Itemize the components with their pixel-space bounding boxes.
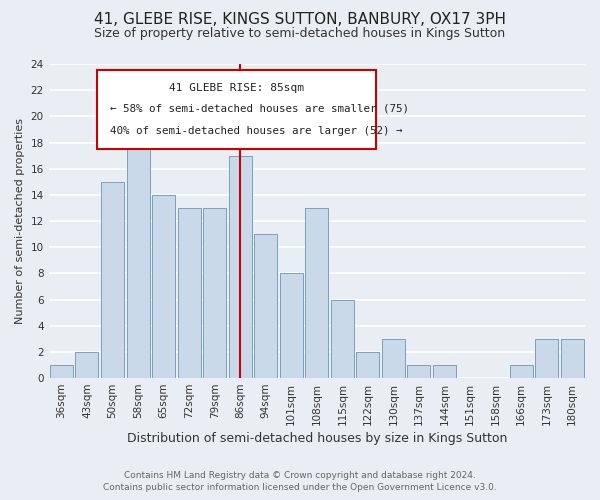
Bar — [50, 365, 73, 378]
Text: 41 GLEBE RISE: 85sqm: 41 GLEBE RISE: 85sqm — [169, 83, 304, 93]
Bar — [509, 365, 533, 378]
Bar — [280, 274, 303, 378]
Text: 40% of semi-detached houses are larger (52) →: 40% of semi-detached houses are larger (… — [110, 126, 403, 136]
Text: Size of property relative to semi-detached houses in Kings Sutton: Size of property relative to semi-detach… — [94, 28, 506, 40]
Bar — [356, 352, 379, 378]
Bar — [331, 300, 354, 378]
Bar — [535, 339, 558, 378]
Bar — [203, 208, 226, 378]
X-axis label: Distribution of semi-detached houses by size in Kings Sutton: Distribution of semi-detached houses by … — [127, 432, 507, 445]
Bar — [305, 208, 328, 378]
Text: ← 58% of semi-detached houses are smaller (75): ← 58% of semi-detached houses are smalle… — [110, 104, 409, 114]
Bar — [76, 352, 98, 378]
Bar — [382, 339, 405, 378]
Bar — [178, 208, 200, 378]
Bar — [152, 195, 175, 378]
Bar — [407, 365, 430, 378]
Y-axis label: Number of semi-detached properties: Number of semi-detached properties — [15, 118, 25, 324]
Bar — [101, 182, 124, 378]
FancyBboxPatch shape — [97, 70, 376, 149]
Bar — [254, 234, 277, 378]
Bar — [127, 130, 149, 378]
Bar — [561, 339, 584, 378]
Bar — [229, 156, 252, 378]
Text: Contains HM Land Registry data © Crown copyright and database right 2024.: Contains HM Land Registry data © Crown c… — [124, 471, 476, 480]
Text: 41, GLEBE RISE, KINGS SUTTON, BANBURY, OX17 3PH: 41, GLEBE RISE, KINGS SUTTON, BANBURY, O… — [94, 12, 506, 28]
Bar — [433, 365, 456, 378]
Text: Contains public sector information licensed under the Open Government Licence v3: Contains public sector information licen… — [103, 484, 497, 492]
